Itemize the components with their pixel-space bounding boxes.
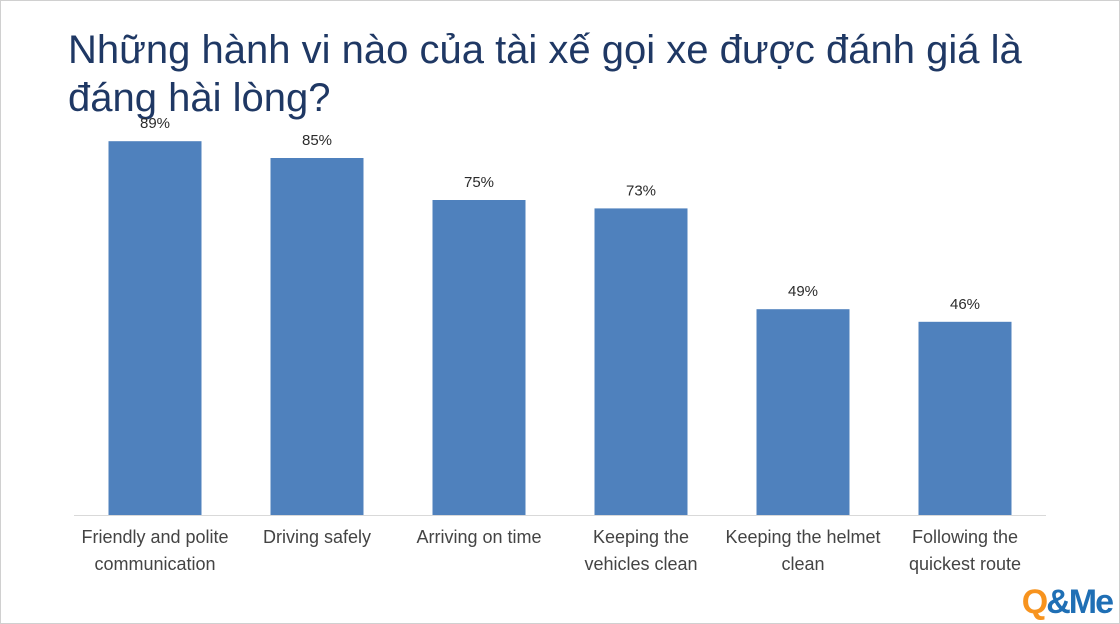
- data-label-4: 49%: [788, 283, 818, 300]
- category-label-line: vehicles clean: [584, 554, 697, 574]
- bar-3: [594, 208, 688, 515]
- bar-2: [432, 200, 526, 515]
- logo-me: Me: [1068, 583, 1114, 621]
- category-label-line: Following the: [912, 527, 1018, 547]
- bar-1: [270, 158, 364, 515]
- category-label-2: Arriving on time: [416, 527, 541, 547]
- data-label-0: 89%: [140, 115, 170, 132]
- bar-4: [756, 309, 850, 515]
- category-label-line: Keeping the helmet: [725, 527, 880, 547]
- category-label-0: Friendly and polite communication: [81, 527, 228, 574]
- category-label-3: Keeping the vehicles clean: [584, 527, 697, 574]
- category-label-1: Driving safely: [263, 527, 371, 547]
- category-label-line: Friendly and polite: [81, 527, 228, 547]
- chart-title: Những hành vi nào của tài xế gọi xe được…: [68, 28, 1022, 120]
- bar-5: [918, 321, 1012, 515]
- category-label-line: quickest route: [909, 554, 1021, 574]
- category-label-line: communication: [94, 554, 215, 574]
- data-label-1: 85%: [302, 132, 332, 149]
- bar-0: [108, 141, 202, 515]
- logo-q: Q: [1021, 583, 1048, 621]
- category-label-5: Following the quickest route: [909, 527, 1021, 574]
- qandme-logo: Q&Me: [1021, 582, 1114, 622]
- category-label-line: Arriving on time: [416, 527, 541, 547]
- category-label-line: Driving safely: [263, 527, 371, 547]
- category-label-line: clean: [781, 554, 824, 574]
- category-label-line: Keeping the: [593, 527, 689, 547]
- data-label-3: 73%: [626, 182, 656, 199]
- logo-amp: &: [1046, 583, 1071, 621]
- data-label-2: 75%: [464, 174, 494, 191]
- data-label-5: 46%: [950, 296, 980, 313]
- category-label-4: Keeping the helmet clean: [725, 527, 880, 574]
